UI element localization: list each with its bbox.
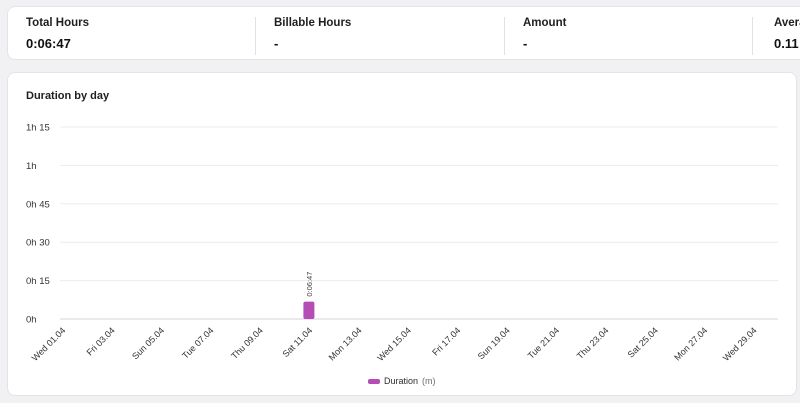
bar-data-label: 0:06:47	[305, 272, 314, 297]
y-tick-label: 0h 15	[26, 276, 50, 287]
y-tick-label: 0h 30	[26, 238, 50, 249]
x-tick-label: Wed 29.04	[721, 325, 759, 363]
stat-label: Amount	[523, 17, 567, 29]
stat-divider	[255, 17, 256, 55]
x-tick-label: Tue 07.04	[180, 325, 215, 360]
y-tick-label: 0h 45	[26, 199, 50, 210]
x-tick-label: Thu 23.04	[575, 325, 611, 361]
legend-unit: (m)	[422, 376, 436, 386]
stat-divider	[752, 17, 753, 55]
chart-title: Duration by day	[26, 90, 110, 102]
y-tick-label: 1h	[26, 161, 37, 172]
stat-label: Avera	[774, 17, 800, 29]
x-tick-label: Sun 05.04	[130, 325, 166, 361]
duration-chart-card: Duration by day 0h 0h 15 0h 30 0h 45 1h 1h 15…	[7, 72, 797, 396]
x-tick-label: Sat 25.04	[626, 325, 660, 359]
x-tick-label: Fri 17.04	[430, 325, 462, 357]
x-tick-label: Thu 09.04	[229, 325, 265, 361]
bar-duration	[303, 301, 315, 319]
x-tick-label: Sun 19.04	[476, 325, 512, 361]
stat-value: -	[523, 36, 528, 51]
chart-legend[interactable]: Duration (m)	[368, 376, 436, 386]
stat-amount: Amount -	[505, 7, 753, 59]
stats-summary-card: Total Hours 0:06:47 Billable Hours - Amo…	[7, 6, 800, 60]
x-tick-label: Tue 21.04	[526, 325, 561, 360]
duration-bar-chart: 0h 0h 15 0h 30 0h 45 1h 1h 15 0:06:47 Wed 01.04…	[26, 123, 778, 363]
stat-value: -	[274, 36, 279, 51]
x-tick-label: Fri 03.04	[85, 325, 117, 357]
stat-label: Billable Hours	[274, 17, 352, 29]
stat-value: 0:06:47	[26, 36, 71, 51]
stat-billable-hours: Billable Hours -	[256, 7, 505, 59]
x-tick-label: Mon 13.04	[327, 325, 364, 362]
x-tick-label: Sat 11.04	[280, 325, 314, 359]
x-tick-label: Mon 27.04	[672, 325, 709, 362]
legend-label: Duration	[384, 376, 419, 386]
stat-total-hours: Total Hours 0:06:47	[8, 7, 256, 59]
stat-label: Total Hours	[26, 17, 90, 29]
y-tick-label: 0h	[26, 315, 37, 326]
x-tick-label: Wed 01.04	[30, 325, 68, 363]
stat-divider	[504, 17, 505, 55]
stat-average: Avera 0.11	[756, 7, 800, 59]
x-tick-label: Wed 15.04	[375, 325, 413, 363]
y-tick-label: 1h 15	[26, 123, 50, 134]
legend-swatch	[368, 378, 380, 384]
stat-value: 0.11	[774, 36, 799, 51]
